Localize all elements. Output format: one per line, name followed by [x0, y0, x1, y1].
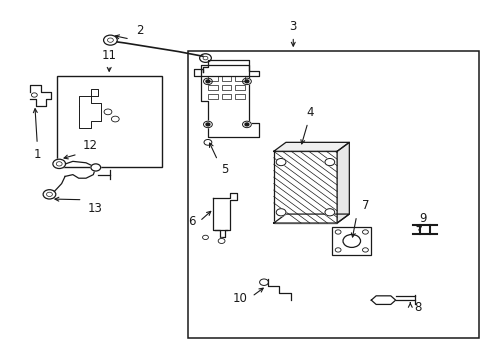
- Circle shape: [104, 109, 112, 115]
- Polygon shape: [336, 142, 348, 223]
- Circle shape: [91, 164, 101, 171]
- Bar: [235, 94, 244, 99]
- Circle shape: [276, 209, 285, 216]
- Bar: [235, 76, 244, 81]
- Bar: [207, 76, 217, 81]
- Bar: [207, 94, 217, 99]
- Text: 7: 7: [361, 199, 368, 212]
- Polygon shape: [194, 60, 259, 76]
- Polygon shape: [212, 193, 237, 230]
- Circle shape: [244, 123, 248, 126]
- Circle shape: [43, 190, 56, 199]
- Bar: [235, 85, 244, 90]
- Polygon shape: [273, 214, 348, 223]
- Bar: [221, 85, 231, 90]
- Text: 3: 3: [289, 20, 296, 33]
- Text: 2: 2: [136, 23, 143, 37]
- Bar: [188, 51, 478, 338]
- Circle shape: [31, 93, 37, 97]
- Polygon shape: [370, 296, 395, 305]
- Bar: [221, 76, 231, 81]
- Circle shape: [334, 230, 340, 234]
- Polygon shape: [273, 142, 348, 151]
- Circle shape: [259, 279, 268, 285]
- Text: 8: 8: [413, 301, 421, 314]
- Text: 12: 12: [82, 139, 98, 152]
- Circle shape: [203, 139, 211, 145]
- Text: 11: 11: [102, 49, 117, 62]
- Circle shape: [244, 80, 248, 83]
- Circle shape: [218, 238, 224, 243]
- Circle shape: [242, 121, 251, 128]
- Circle shape: [342, 234, 360, 247]
- Circle shape: [103, 35, 117, 45]
- Circle shape: [53, 159, 65, 168]
- Text: 13: 13: [87, 202, 102, 215]
- Circle shape: [205, 80, 209, 83]
- Circle shape: [202, 235, 208, 239]
- Bar: [331, 226, 370, 255]
- Circle shape: [325, 209, 334, 216]
- Text: 9: 9: [418, 212, 426, 225]
- Circle shape: [242, 78, 251, 85]
- Bar: [57, 76, 161, 167]
- Circle shape: [362, 230, 367, 234]
- Text: 5: 5: [221, 163, 228, 176]
- Text: 6: 6: [188, 215, 195, 228]
- Circle shape: [199, 54, 211, 62]
- Circle shape: [111, 116, 119, 122]
- Bar: [207, 85, 217, 90]
- Circle shape: [205, 123, 209, 126]
- Polygon shape: [200, 76, 259, 137]
- Text: 10: 10: [233, 292, 247, 305]
- Text: 4: 4: [306, 106, 313, 119]
- Circle shape: [362, 248, 367, 252]
- Circle shape: [276, 158, 285, 166]
- Circle shape: [334, 248, 340, 252]
- Bar: [273, 151, 336, 223]
- Circle shape: [203, 78, 212, 85]
- Polygon shape: [79, 89, 101, 128]
- Polygon shape: [30, 85, 51, 107]
- Bar: [221, 94, 231, 99]
- Text: 1: 1: [34, 148, 41, 161]
- Circle shape: [203, 121, 212, 128]
- Circle shape: [325, 158, 334, 166]
